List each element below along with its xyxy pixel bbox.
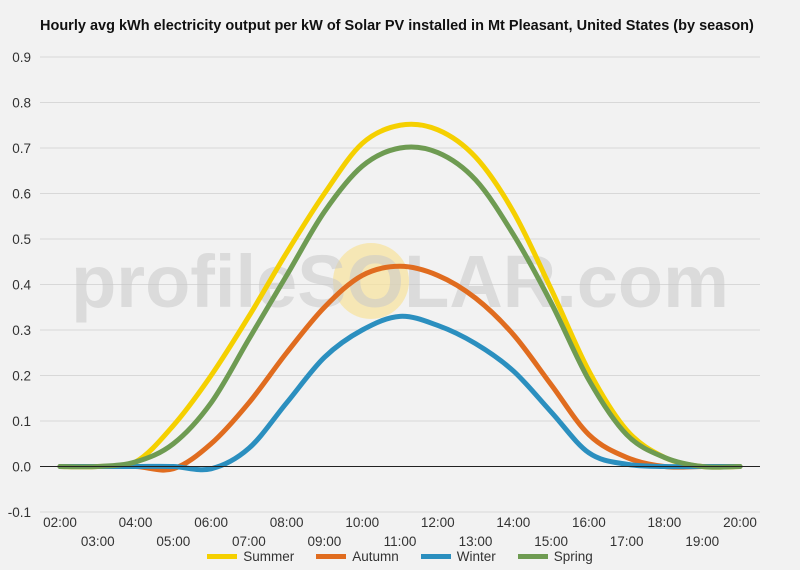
- series-line-summer: [57, 121, 743, 470]
- x-tick-label: 07:00: [232, 534, 266, 549]
- x-tick-label: 16:00: [572, 515, 606, 530]
- watermark: profileSOLAR.com: [71, 240, 729, 323]
- watermark-text: profileSOLAR.com: [71, 240, 729, 323]
- chart-title: Hourly avg kWh electricity output per kW…: [40, 18, 754, 34]
- y-tick-label: 0.7: [12, 141, 31, 156]
- x-tick-label: 14:00: [496, 515, 530, 530]
- y-tick-label: 0.1: [12, 414, 31, 429]
- x-tick-label: 09:00: [308, 534, 342, 549]
- x-tick-label: 10:00: [345, 515, 379, 530]
- legend: Summer Autumn Winter Spring: [0, 549, 800, 564]
- y-tick-label: 0.3: [12, 323, 31, 338]
- x-tick-label: 08:00: [270, 515, 304, 530]
- y-tick-label: 0.8: [12, 96, 31, 111]
- y-tick-label: 0.2: [12, 369, 31, 384]
- x-tick-label: 06:00: [194, 515, 228, 530]
- x-tick-label: 11:00: [384, 534, 417, 549]
- y-tick-label: 0.6: [12, 187, 31, 202]
- legend-item-spring[interactable]: Spring: [517, 549, 593, 564]
- x-tick-label: 02:00: [43, 515, 77, 530]
- legend-item-winter[interactable]: Winter: [420, 549, 496, 564]
- legend-item-summer[interactable]: Summer: [207, 549, 294, 564]
- legend-label: Autumn: [352, 549, 399, 564]
- x-tick-label: 03:00: [81, 534, 115, 549]
- x-tick-label: 05:00: [156, 534, 190, 549]
- x-tick-label: 20:00: [723, 515, 757, 530]
- x-tick-label: 13:00: [459, 534, 493, 549]
- legend-label: Winter: [456, 549, 496, 564]
- x-tick-label: 12:00: [421, 515, 455, 530]
- legend-swatch: [420, 554, 451, 559]
- x-tick-label: 18:00: [648, 515, 682, 530]
- x-tick-label: 17:00: [610, 534, 644, 549]
- legend-item-autumn[interactable]: Autumn: [316, 549, 399, 564]
- axis-layer: -0.1 0.0 0.1 0.2 0.3 0.4 0.5 0.6 0.7 0.8 0.9 02:00 0…: [8, 50, 760, 549]
- legend-label: Summer: [243, 549, 295, 564]
- legend-swatch: [517, 554, 548, 559]
- y-tick-label: 0.4: [12, 278, 31, 293]
- series-line-spring: [57, 144, 743, 470]
- y-tick-label: 0.0: [12, 460, 31, 475]
- x-tick-label: 15:00: [534, 534, 568, 549]
- legend-swatch: [316, 554, 347, 559]
- y-tick-label: 0.5: [12, 232, 31, 247]
- legend-label: Spring: [553, 549, 593, 564]
- watermark-sun-icon: [333, 243, 409, 319]
- x-tick-label: 19:00: [685, 534, 719, 549]
- x-tick-label: 04:00: [119, 515, 153, 530]
- y-tick-label: -0.1: [8, 505, 31, 520]
- legend-swatch: [207, 554, 238, 559]
- y-tick-label: 0.9: [12, 50, 31, 65]
